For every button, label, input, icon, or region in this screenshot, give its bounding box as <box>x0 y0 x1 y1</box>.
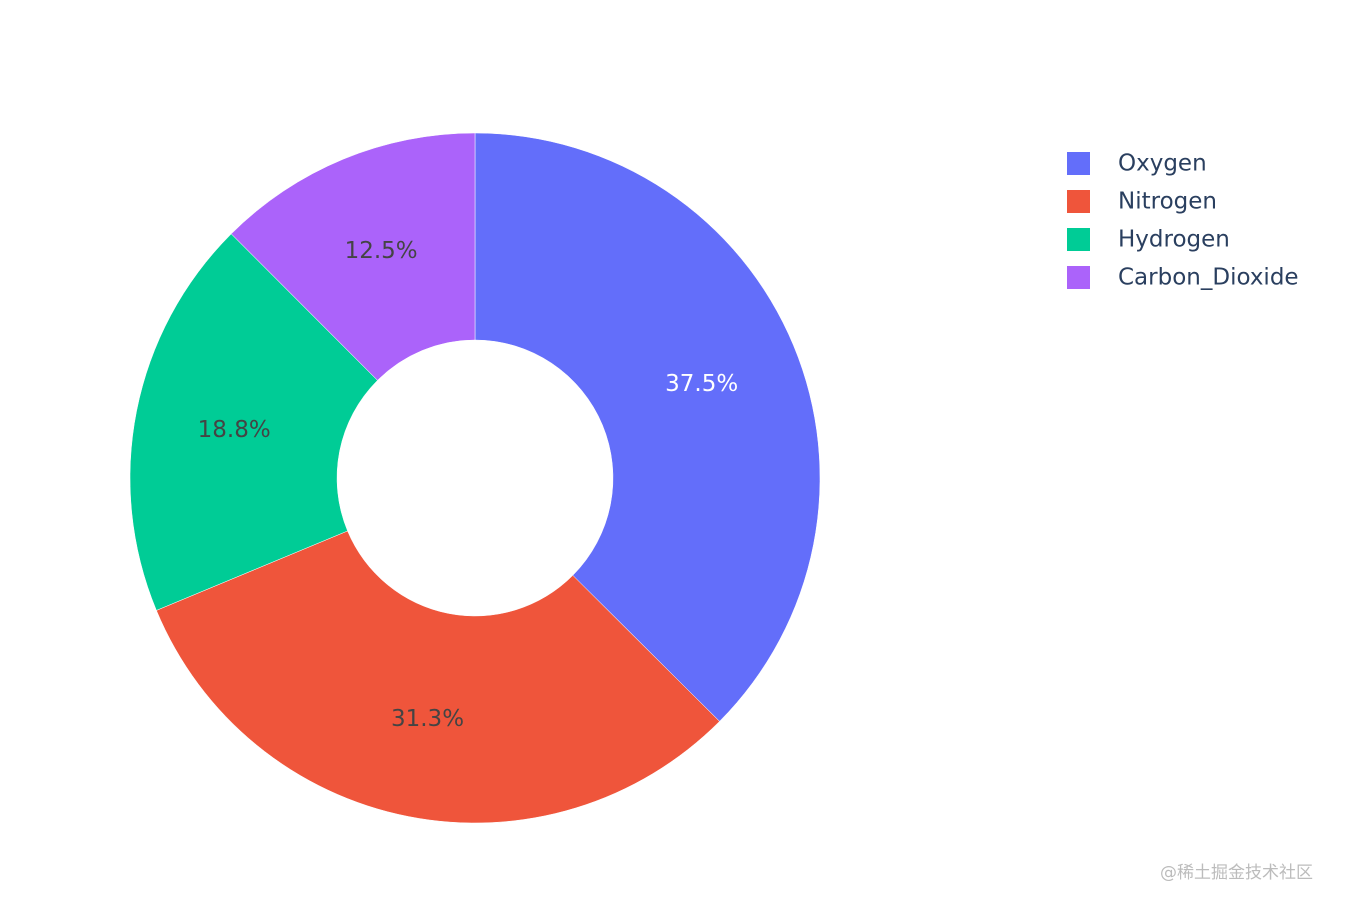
slice-percent-label: 12.5% <box>345 238 418 264</box>
pie-slices <box>129 132 821 824</box>
legend-swatch <box>1067 190 1090 213</box>
pie-slice-carbon-dioxide[interactable] <box>230 132 476 381</box>
slice-percent-label: 37.5% <box>665 371 738 397</box>
legend-label: Nitrogen <box>1118 189 1217 215</box>
legend-swatch <box>1067 152 1090 175</box>
legend-item-nitrogen[interactable]: Nitrogen <box>1067 189 1217 215</box>
legend-swatch <box>1067 266 1090 289</box>
legend[interactable]: Oxygen Nitrogen Hydrogen Carbon_Dioxide <box>1067 151 1299 291</box>
legend-label: Hydrogen <box>1118 227 1230 253</box>
legend-label: Oxygen <box>1118 151 1207 177</box>
slice-percent-label: 18.8% <box>198 417 271 443</box>
legend-label: Carbon_Dioxide <box>1118 265 1299 291</box>
legend-item-hydrogen[interactable]: Hydrogen <box>1067 227 1230 253</box>
pie-slice-labels: 37.5% 31.3% 18.8% 12.5% <box>198 238 739 732</box>
watermark: @稀土掘金技术社区 <box>1160 863 1313 883</box>
legend-swatch <box>1067 228 1090 251</box>
pie-slice-nitrogen[interactable] <box>156 530 720 824</box>
slice-percent-label: 31.3% <box>391 706 464 732</box>
legend-item-oxygen[interactable]: Oxygen <box>1067 151 1207 177</box>
legend-item-carbon-dioxide[interactable]: Carbon_Dioxide <box>1067 265 1299 291</box>
pie-slice-oxygen[interactable] <box>474 132 821 722</box>
pie-slice-hydrogen[interactable] <box>129 233 378 611</box>
